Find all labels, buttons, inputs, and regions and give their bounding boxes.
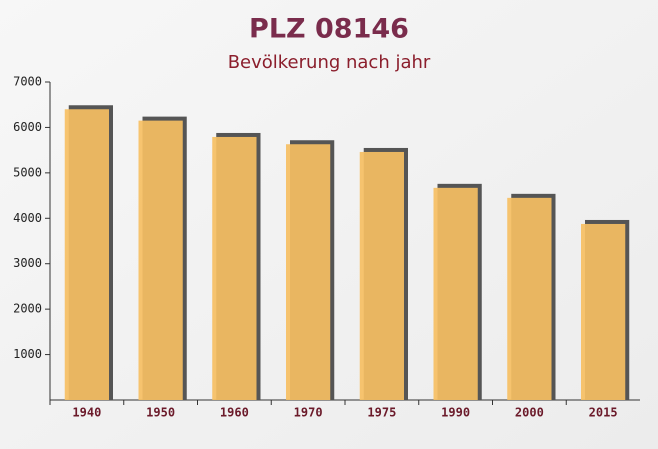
x-tick-label: 1975 xyxy=(367,406,396,420)
x-tick-label: 2015 xyxy=(589,406,618,420)
y-tick-label: 4000 xyxy=(13,211,42,225)
bar xyxy=(433,187,478,400)
bar xyxy=(359,151,404,400)
chart-title: PLZ 08146 xyxy=(249,14,409,45)
bar xyxy=(286,144,331,400)
x-tick-label: 1960 xyxy=(220,406,249,420)
x-tick-label: 1970 xyxy=(294,406,323,420)
chart-subtitle: Bevölkerung nach jahr xyxy=(228,52,431,73)
bar xyxy=(212,136,257,400)
bar xyxy=(581,223,626,400)
y-tick-label: 2000 xyxy=(13,302,42,316)
x-tick-label: 1990 xyxy=(441,406,470,420)
y-tick-label: 1000 xyxy=(13,347,42,361)
y-tick-label: 6000 xyxy=(13,120,42,134)
y-tick-label: 5000 xyxy=(13,165,42,179)
bar xyxy=(138,120,183,400)
x-tick-label: 2000 xyxy=(515,406,544,420)
bar xyxy=(64,109,109,400)
y-tick-label: 7000 xyxy=(13,75,42,89)
y-tick-label: 3000 xyxy=(13,256,42,270)
bar xyxy=(507,197,552,400)
x-tick-label: 1950 xyxy=(146,406,175,420)
x-tick-label: 1940 xyxy=(72,406,101,420)
